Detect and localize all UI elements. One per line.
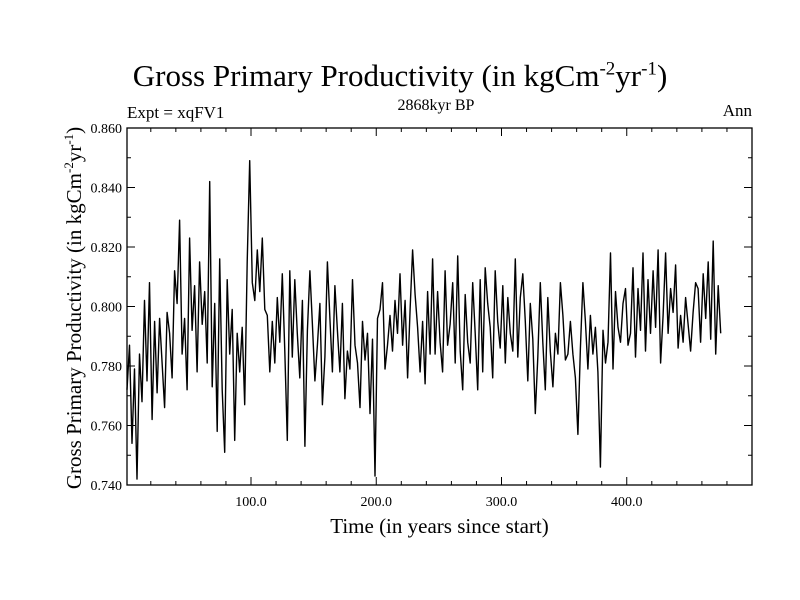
ylabel-superscript-1: -2 <box>61 162 76 174</box>
y-tick-label: 0.780 <box>91 360 123 375</box>
x-tick-label: 200.0 <box>360 495 392 510</box>
x-tick-label: 400.0 <box>611 495 643 510</box>
ylabel-end: ) <box>62 126 86 134</box>
experiment-label: Expt = xqFV1 <box>127 103 225 122</box>
plot-frame <box>126 127 753 486</box>
y-tick-label: 0.760 <box>91 420 123 435</box>
title-end: ) <box>656 58 668 93</box>
y-tick-label: 0.800 <box>91 301 123 316</box>
ylabel-main: Gross Primary Productivity (in kgCm <box>62 173 86 490</box>
ylabel-superscript-2: -1 <box>61 133 76 145</box>
ylabel-mid: yr <box>62 144 86 163</box>
chart-subtitle: 2868kyr BP <box>397 97 475 114</box>
chart-title: Gross Primary Productivity (in kgCm-2yr-… <box>0 58 800 94</box>
x-tick-label: 100.0 <box>235 495 267 510</box>
title-superscript-1: -2 <box>599 58 616 80</box>
y-tick-label: 0.860 <box>91 122 123 137</box>
y-axis-label: Gross Primary Productivity (in kgCm-2yr-… <box>61 127 87 489</box>
title-superscript-2: -1 <box>641 58 657 80</box>
y-tick-label: 0.740 <box>91 479 123 494</box>
y-tick-label: 0.840 <box>91 182 123 197</box>
title-mid: yr <box>615 58 642 93</box>
y-tick-label: 0.820 <box>91 241 123 256</box>
period-label: Ann <box>722 101 752 120</box>
x-tick-label: 300.0 <box>486 495 518 510</box>
series-line-gpp <box>126 159 722 480</box>
title-main: Gross Primary Productivity (in kgCm <box>132 58 600 93</box>
x-axis-label: Time (in years since start) <box>330 514 549 538</box>
